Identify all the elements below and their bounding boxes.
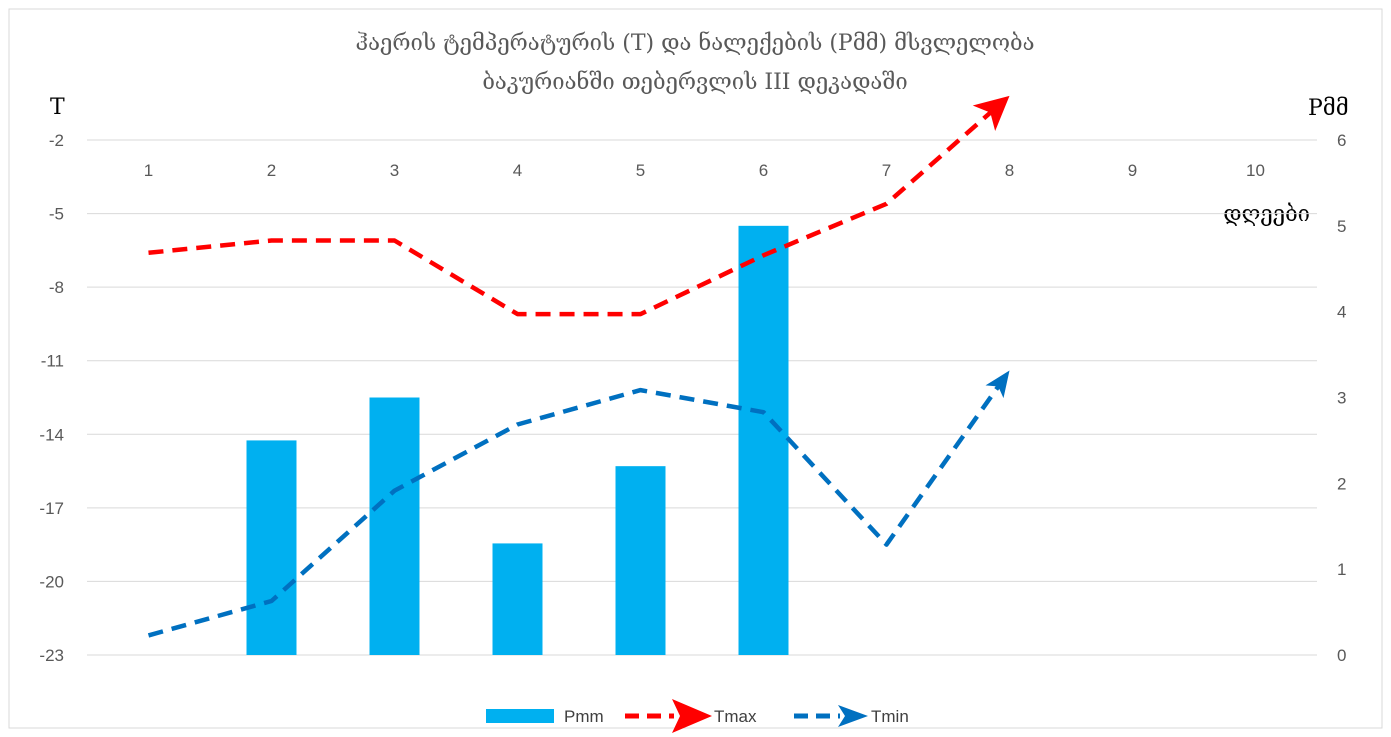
chart-title-line-2: ბაკურიანში თებერვლის III დეკადაში — [482, 69, 907, 95]
legend-arrow-tmax — [672, 699, 712, 733]
y-left-tick-label: -17 — [39, 499, 64, 518]
x-tick-label: 3 — [390, 161, 399, 180]
y-right-tick-label: 6 — [1337, 131, 1346, 150]
y-right-tick-label: 3 — [1337, 389, 1346, 408]
y-right-tick-label: 4 — [1337, 303, 1346, 322]
x-tick-label: 2 — [267, 161, 276, 180]
chart-title-line-1: ჰაერის ტემპერატურის (T) და ნალექების (Pმ… — [356, 30, 1035, 56]
y-left-tick-label: -2 — [49, 131, 64, 150]
legend-label-tmax: Tmax — [714, 707, 757, 726]
bar-pmm — [738, 225, 789, 656]
y-left-axis-label: T — [50, 95, 65, 120]
y-left-tick-label: -14 — [39, 425, 64, 444]
chart-frame — [8, 8, 1383, 729]
x-tick-label: 5 — [636, 161, 645, 180]
bar-pmm — [246, 440, 297, 655]
x-tick-label: 8 — [1005, 161, 1014, 180]
y-right-tick-label: 5 — [1337, 217, 1346, 236]
bar-pmm — [369, 397, 420, 655]
x-axis-label: დღეები — [1223, 202, 1310, 227]
y-right-tick-label: 2 — [1337, 474, 1346, 493]
line-tmax — [148, 107, 996, 317]
arrowhead-tmax — [972, 95, 1010, 132]
x-tick-label: 10 — [1246, 161, 1265, 180]
bar-pmm — [492, 543, 543, 655]
y-right-tick-label: 1 — [1337, 560, 1346, 579]
y-right-tick-label: 0 — [1337, 646, 1346, 665]
y-left-tick-label: -20 — [39, 572, 64, 591]
y-right-axis-label: Pმმ — [1308, 96, 1349, 121]
y-left-tick-label: -5 — [49, 205, 64, 224]
bar-series-group — [246, 225, 789, 656]
x-tick-label: 6 — [759, 161, 768, 180]
x-tick-label: 1 — [144, 161, 153, 180]
line-series-group — [147, 95, 1010, 638]
y-left-tick-label: -23 — [39, 646, 64, 665]
y-left-tick-label: -8 — [49, 278, 64, 297]
legend-label-pmm: Pmm — [564, 707, 604, 726]
bar-pmm — [615, 466, 666, 655]
legend-label-tmin: Tmin — [871, 707, 909, 726]
line-tmin — [147, 382, 1003, 638]
x-tick-label: 7 — [882, 161, 891, 180]
x-tick-label: 4 — [513, 161, 522, 180]
legend: Pmm Tmax Tmin — [486, 699, 909, 733]
x-tick-label: 9 — [1128, 161, 1137, 180]
legend-arrow-tmin — [838, 705, 868, 727]
arrowhead-tmin — [985, 370, 1010, 399]
y-left-tick-label: -11 — [41, 352, 64, 371]
legend-swatch-pmm — [486, 709, 554, 723]
